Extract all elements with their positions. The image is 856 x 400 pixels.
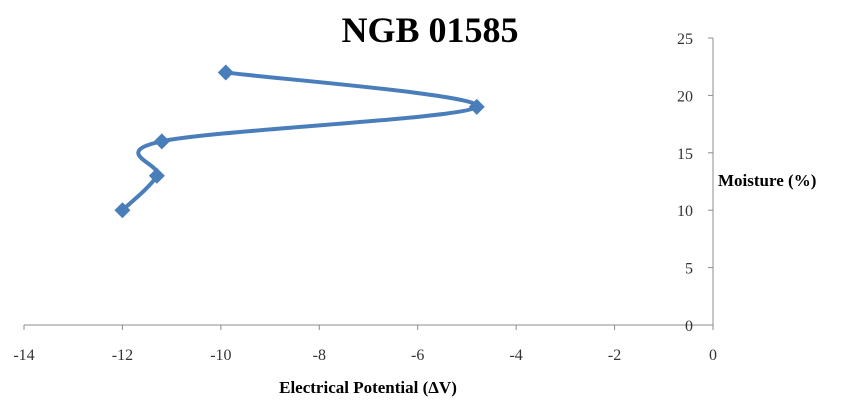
x-tick-label: -6	[411, 347, 424, 364]
data-point-marker	[468, 98, 485, 115]
y-tick-label: 10	[677, 203, 693, 220]
y-tick-label: 0	[685, 318, 693, 335]
x-tick-label: -8	[313, 347, 326, 364]
data-point-marker	[217, 64, 234, 81]
series-line	[120, 70, 479, 213]
y-tick-label: 25	[677, 31, 693, 48]
data-point-marker	[114, 202, 131, 219]
data-point-marker	[153, 133, 170, 150]
y-axis-label: Moisture (%)	[718, 171, 816, 190]
x-axis-label: Electrical Potential (ΔV)	[279, 378, 457, 397]
x-tick-label: -4	[509, 347, 522, 364]
x-tick-labels: -14 -12 -10 -8 -6 -4 -2 0	[13, 325, 717, 364]
x-tick-label: -14	[13, 347, 34, 364]
chart-title: NGB 01585	[341, 10, 518, 50]
x-tick-label: 0	[709, 347, 717, 364]
x-tick-label: -2	[608, 347, 621, 364]
y-tick-labels: 0 5 10 15 20 25	[677, 31, 713, 335]
y-tick-label: 5	[685, 261, 693, 278]
series-markers	[114, 64, 485, 219]
axes	[24, 38, 714, 326]
x-tick-label: -12	[112, 347, 133, 364]
y-tick-label: 20	[677, 88, 693, 105]
y-tick-label: 15	[677, 146, 693, 163]
x-tick-label: -10	[210, 347, 231, 364]
data-point-marker	[148, 167, 165, 184]
